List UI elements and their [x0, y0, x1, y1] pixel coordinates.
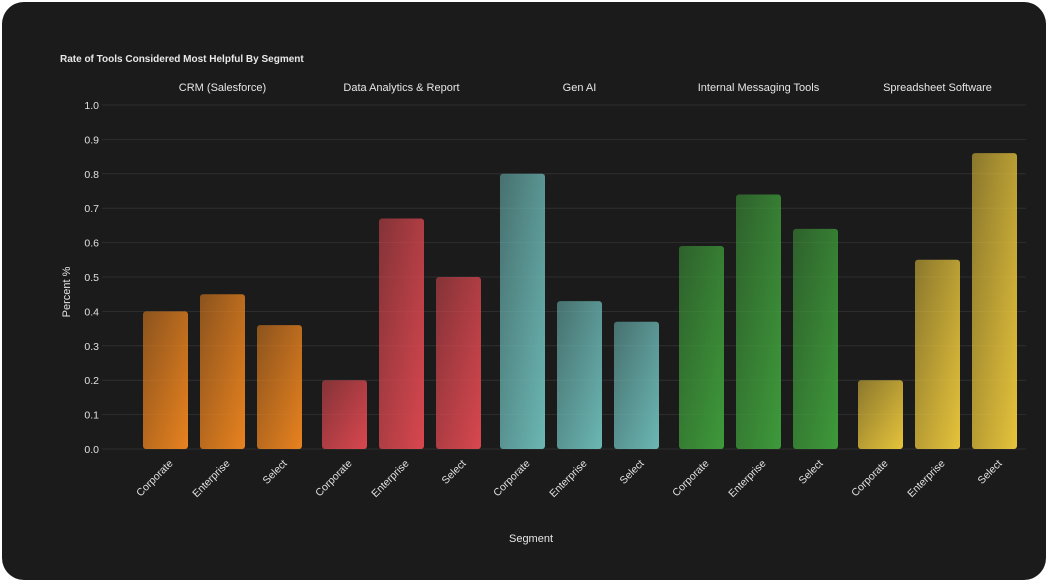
bar-4-1 [915, 259, 960, 449]
bar-4-2 [972, 153, 1017, 449]
y-tick-label: 0.9 [84, 134, 99, 146]
bar-3-0 [679, 246, 724, 449]
x-axis-category-labels: Corporate Enterprise Select Corporate Enterp… [134, 458, 1005, 500]
facet-label: CRM (Salesforce) [179, 82, 266, 94]
facet-label: Gen AI [563, 82, 597, 94]
bar-2-0 [500, 173, 545, 450]
y-tick-label: 0.3 [84, 341, 99, 353]
bar-4-0 [858, 380, 903, 449]
category-label: Select [796, 458, 825, 487]
bar-0-1 [200, 294, 245, 449]
category-label: Corporate [849, 458, 891, 500]
bar-1-1 [379, 218, 424, 449]
bar-2-2 [614, 321, 659, 449]
bar-3-2 [793, 228, 838, 449]
bar-1-2 [436, 277, 481, 449]
bar-2-1 [557, 301, 602, 449]
bars [143, 153, 1017, 450]
y-tick-label: 0.8 [84, 169, 99, 181]
facet-label: Spreadsheet Software [883, 82, 992, 94]
category-label: Corporate [491, 458, 533, 500]
category-label: Corporate [313, 458, 355, 500]
bar-1-0 [322, 380, 367, 449]
facet-label: Data Analytics & Report [343, 82, 459, 94]
y-tick-label: 0.7 [84, 203, 99, 215]
y-tick-label: 0.2 [84, 375, 99, 387]
category-label: Select [260, 458, 289, 487]
y-axis-label: Percent % [61, 266, 73, 317]
bar-0-0 [143, 311, 188, 449]
y-axis-ticks: 0.0 0.1 0.2 0.3 0.4 0.5 0.6 0.7 0.8 0.9 1.0 [84, 100, 99, 456]
category-label: Select [439, 458, 468, 487]
bar-0-2 [257, 325, 302, 449]
x-axis-label: Segment [509, 533, 553, 545]
category-label: Enterprise [726, 458, 768, 500]
facet-labels: CRM (Salesforce) Data Analytics & Report G… [179, 82, 992, 94]
category-label: Enterprise [905, 458, 947, 500]
chart-title: Rate of Tools Considered Most Helpful By… [60, 54, 304, 65]
category-label: Enterprise [369, 458, 411, 500]
y-tick-label: 0.1 [84, 410, 99, 422]
category-label: Select [617, 458, 646, 487]
category-label: Select [975, 458, 1004, 487]
y-tick-label: 0.5 [84, 272, 99, 284]
category-label: Corporate [670, 458, 712, 500]
facet-label: Internal Messaging Tools [698, 82, 820, 94]
category-label: Enterprise [547, 458, 589, 500]
category-label: Corporate [134, 458, 176, 500]
y-tick-label: 0.6 [84, 238, 99, 250]
y-tick-label: 0.4 [84, 306, 99, 318]
y-tick-label: 0.0 [84, 444, 99, 456]
y-tick-label: 1.0 [84, 100, 99, 112]
bar-3-1 [736, 194, 781, 449]
category-label: Enterprise [190, 458, 232, 500]
